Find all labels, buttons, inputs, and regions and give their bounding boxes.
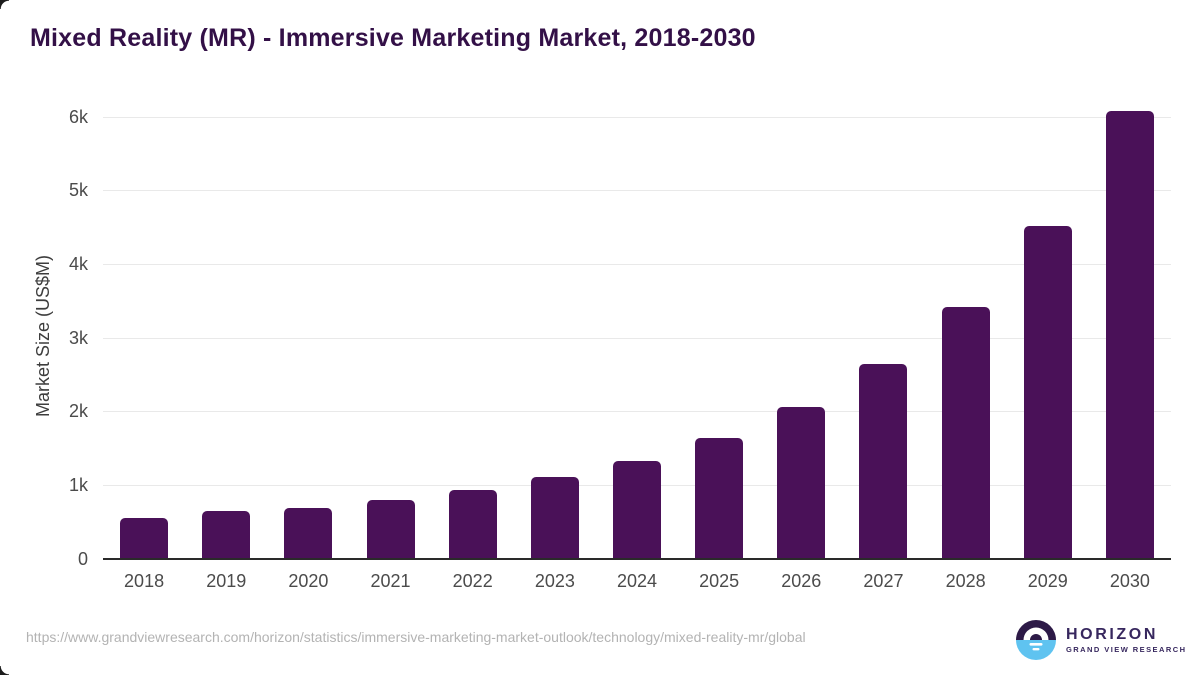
bar-2030[interactable] [1105, 110, 1154, 559]
bar-2023[interactable] [530, 477, 579, 559]
y-tick-label-2k: 2k [68, 401, 88, 422]
x-tick-label-2022: 2022 [452, 571, 493, 591]
y-tick-label-1k: 1k [68, 474, 88, 495]
y-tick-label-0: 0 [77, 548, 88, 569]
bar-2027[interactable] [859, 364, 908, 559]
x-tick-label-2024: 2024 [616, 571, 658, 591]
gridline-4k [103, 263, 1171, 265]
y-tick-label-6k: 6k [68, 106, 88, 127]
bar-2019[interactable] [202, 510, 251, 559]
x-tick-label-2027: 2027 [863, 571, 904, 591]
bar-2024[interactable] [613, 460, 661, 559]
horizon-logo: HORIZON GRAND VIEW RESEARCH [1016, 620, 1186, 660]
corner-mark-top-left [0, 0, 9, 9]
corner-mark-bottom-left [0, 666, 9, 675]
logo-wordmark: HORIZON [1066, 625, 1158, 643]
horizon-logo-icon [1016, 620, 1056, 660]
x-tick-label-2028: 2028 [945, 571, 986, 591]
bar-2028[interactable] [941, 306, 990, 559]
bar-2021[interactable] [366, 499, 415, 559]
x-tick-label-2023: 2023 [534, 571, 575, 591]
bar-2018[interactable] [120, 518, 169, 559]
logo-text-block: HORIZON GRAND VIEW RESEARCH [1066, 625, 1187, 654]
bar-2025[interactable] [695, 437, 744, 559]
logo-subtitle: GRAND VIEW RESEARCH [1066, 644, 1187, 654]
gridline-2k [103, 411, 1171, 413]
bar-2022[interactable] [448, 489, 497, 559]
x-tick-label-2030: 2030 [1109, 571, 1150, 591]
x-tick-label-2018: 2018 [124, 571, 165, 591]
y-tick-label-3k: 3k [68, 327, 88, 348]
x-tick-label-2021: 2021 [370, 571, 411, 591]
x-tick-label-2025: 2025 [699, 571, 740, 591]
x-axis-line [103, 557, 1171, 560]
y-tick-label-4k: 4k [68, 253, 88, 274]
x-tick-label-2026: 2026 [781, 571, 822, 591]
x-tick-label-2020: 2020 [288, 571, 329, 591]
gridline-5k [103, 190, 1171, 192]
gridline-6k [103, 116, 1171, 118]
gridline-3k [103, 337, 1171, 339]
x-tick-label-2019: 2019 [206, 571, 247, 591]
bar-2026[interactable] [777, 406, 826, 559]
x-tick-label-2029: 2029 [1027, 571, 1068, 591]
source-url: https://www.grandviewresearch.com/horizo… [26, 629, 806, 645]
bar-2020[interactable] [284, 507, 333, 559]
y-tick-label-5k: 5k [68, 180, 88, 201]
chart-title: Mixed Reality (MR) - Immersive Marketing… [30, 24, 756, 52]
bar-2029[interactable] [1023, 226, 1072, 559]
